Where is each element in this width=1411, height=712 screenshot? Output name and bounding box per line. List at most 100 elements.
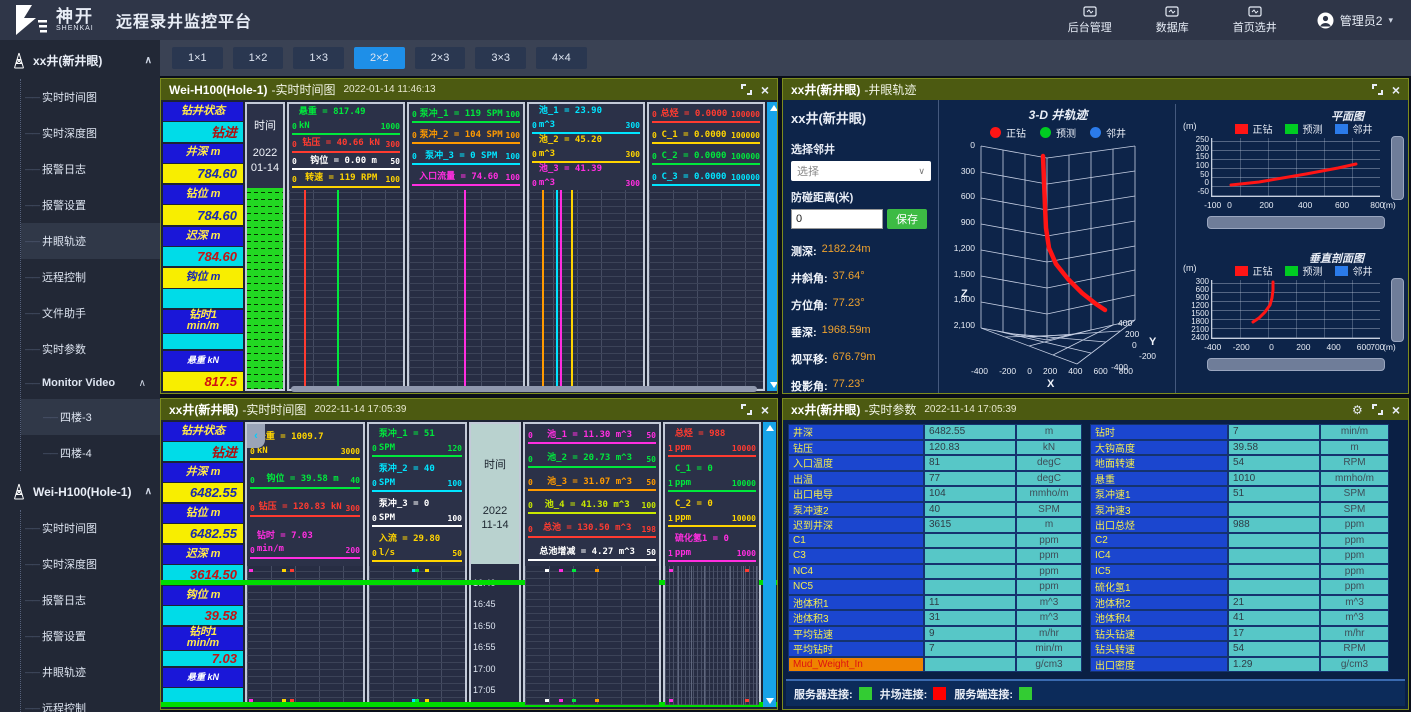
parameter-label: 钻位 m	[163, 185, 243, 204]
sidebar-item[interactable]: 实时深度图	[21, 546, 160, 582]
time-axis-ticks: 16:4016:4516:5016:5517:0017:05	[471, 564, 519, 705]
panel-time-chart-weih100: Wei-H100(Hole-1)-实时时间图 2022-01-14 11:46:…	[160, 78, 778, 394]
close-icon[interactable]: ×	[761, 403, 769, 417]
sidebar-group-items: 实时时间图 实时深度图 报警日志 报警设置	[20, 79, 160, 471]
curve-header: 0 钻时 = 7.03 min/m 200	[249, 530, 361, 559]
gear-icon[interactable]: ⚙	[1352, 403, 1363, 417]
layout-button[interactable]: 1×1	[172, 47, 223, 69]
sidebar-item[interactable]: 报警日志	[21, 151, 160, 187]
column-gap	[1082, 471, 1090, 487]
parameter-value: 784.60	[163, 164, 243, 183]
sidebar-item[interactable]: 四楼-4	[21, 435, 160, 471]
panel-titlebar: xx井(新井眼)-实时参数 2022-11-14 17:05:39 ⚙ ×	[783, 399, 1408, 420]
vertical-scrollbar[interactable]	[767, 102, 778, 391]
curve-header: 0 C_2 = 0.0000 100000	[651, 150, 761, 166]
param-unit: ppm	[1016, 533, 1082, 549]
layout-button[interactable]: 2×2	[354, 47, 405, 69]
vertical-scrollbar[interactable]	[1391, 278, 1404, 342]
time-axis-column: 时间 202211-14 16:4016:4516:5016:5517:0017…	[469, 422, 521, 707]
header-menu-item[interactable]: 数据库	[1156, 6, 1189, 35]
sidebar-item[interactable]: 实时时间图	[21, 79, 160, 115]
tree-line	[25, 127, 39, 139]
vertical-scrollbar[interactable]	[763, 422, 776, 707]
data-point	[545, 699, 549, 702]
save-button[interactable]: 保存	[887, 209, 927, 229]
param-name: 泵冲速2	[788, 502, 924, 518]
param-value: 17	[1228, 626, 1320, 642]
collapse-arrow-icon[interactable]: ‹	[247, 424, 265, 448]
parameter-label: 迟深 m	[163, 227, 243, 246]
curve-header: 0 池_3 = 41.39 m^3 300	[531, 163, 641, 192]
header-menu-item[interactable]: 后台管理	[1068, 6, 1112, 35]
collapse-caret-icon[interactable]: ∧	[145, 55, 152, 66]
sidebar-item[interactable]: 远程控制	[21, 259, 160, 295]
sidebar-item[interactable]: 文件助手	[21, 295, 160, 331]
param-unit: m^3	[1320, 595, 1389, 611]
curve-header: 1 C_1 = 0 ppm 10000	[667, 463, 757, 492]
curve-header: 0 总池 = 130.50 m^3 198	[527, 522, 657, 538]
layout-button[interactable]: 1×3	[293, 47, 344, 69]
layout-button[interactable]: 4×4	[536, 47, 587, 69]
sidebar-item[interactable]: 报警日志	[21, 582, 160, 618]
neighbor-well-select[interactable]: 选择 ∨	[791, 161, 931, 181]
parameter-label: 钩位 m	[163, 586, 243, 605]
user-menu[interactable]: 管理员2 ▾	[1317, 12, 1393, 29]
status-item: 服务端连接:	[954, 686, 1032, 702]
curve-header: 0 泵冲_1 = 119 SPM 100	[411, 108, 521, 124]
close-icon[interactable]: ×	[761, 83, 769, 97]
sidebar-item[interactable]: 报警设置	[21, 618, 160, 654]
param-unit: SPM	[1016, 502, 1082, 518]
close-icon[interactable]: ×	[1392, 403, 1400, 417]
curve-trace	[542, 190, 544, 389]
sidebar-well-group-1[interactable]: xx井(新井眼) ∧	[0, 40, 160, 79]
param-unit: ppm	[1320, 533, 1389, 549]
sidebar-item[interactable]: 远程控制	[21, 690, 160, 712]
sidebar-item[interactable]: 实时深度图	[21, 115, 160, 151]
sidebar-item[interactable]: 报警设置	[21, 187, 160, 223]
sidebar-item[interactable]: 井眼轨迹	[21, 223, 160, 259]
table-row: 入口温度 81 degC 地面转速 54 RPM	[788, 455, 1403, 471]
curve-header: 1 硫化氢1 = 0 ppm 1000	[667, 533, 757, 562]
anticollision-distance-input[interactable]	[791, 209, 883, 229]
vertical-scrollbar[interactable]	[1391, 136, 1404, 200]
parameter-label: 钻位 m	[163, 504, 243, 523]
parameter-value	[163, 289, 243, 308]
header-menu-item[interactable]: 首页选井	[1233, 6, 1277, 35]
expand-icon[interactable]	[1372, 404, 1383, 415]
sidebar-item[interactable]: 实时时间图	[21, 510, 160, 546]
param-name: 迟到井深	[788, 517, 924, 533]
collapse-caret-icon[interactable]: ∧	[145, 486, 152, 497]
param-value: 81	[924, 455, 1016, 471]
horizontal-scrollbar[interactable]	[291, 386, 757, 392]
sidebar-item[interactable]: 井眼轨迹	[21, 654, 160, 690]
layout-button[interactable]: 2×3	[415, 47, 466, 69]
expand-icon[interactable]	[741, 84, 752, 95]
expand-icon[interactable]	[741, 404, 752, 415]
param-value: 39.58	[1228, 440, 1320, 456]
param-name: 泵冲速3	[1090, 502, 1228, 518]
sidebar-item[interactable]: Monitor Video ∧	[21, 367, 160, 399]
param-name: 大钩高度	[1090, 440, 1228, 456]
table-row: C1 ppm C2 ppm	[788, 533, 1403, 549]
horizontal-scrollbar[interactable]	[1207, 216, 1385, 229]
horizontal-scrollbar[interactable]	[1207, 358, 1385, 371]
param-value	[1228, 533, 1320, 549]
x-axis-tick: 0	[1269, 342, 1274, 352]
expand-icon[interactable]	[1372, 84, 1383, 95]
param-unit: degC	[1016, 455, 1082, 471]
column-gap	[1082, 657, 1090, 673]
column-gap	[1082, 440, 1090, 456]
panel-title-type: -实时时间图	[242, 401, 306, 418]
param-value: 54	[1228, 455, 1320, 471]
layout-button[interactable]: 3×3	[475, 47, 526, 69]
sidebar-well-group-2[interactable]: Wei-H100(Hole-1) ∧	[0, 471, 160, 510]
param-name: 硫化氢1	[1090, 579, 1228, 595]
param-unit: ppm	[1320, 564, 1389, 580]
close-icon[interactable]: ×	[1392, 83, 1400, 97]
sidebar-item[interactable]: 实时参数	[21, 331, 160, 367]
sidebar-item[interactable]: 四楼-3	[21, 399, 160, 435]
legend-item: 邻井	[1335, 121, 1373, 136]
legend-item: 邻井	[1335, 263, 1373, 278]
curve-trace	[571, 190, 573, 389]
layout-button[interactable]: 1×2	[233, 47, 284, 69]
